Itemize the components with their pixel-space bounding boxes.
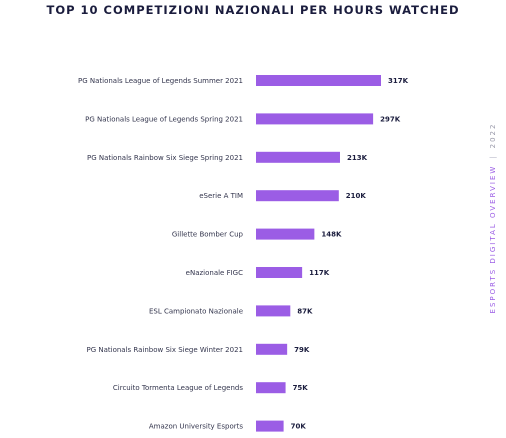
bar bbox=[256, 151, 340, 163]
value-label: 317K bbox=[388, 77, 409, 85]
bar bbox=[256, 113, 374, 125]
bar bbox=[256, 382, 286, 394]
category-label: eSerie A TIM bbox=[199, 192, 243, 200]
value-label: 87K bbox=[297, 307, 313, 315]
bar bbox=[256, 305, 291, 317]
side-label-year: 2022 bbox=[489, 122, 497, 149]
bar bbox=[256, 228, 315, 240]
value-label: 297K bbox=[380, 115, 401, 123]
side-label: ESPORTS DIGITAL OVERVIEW | 2022 bbox=[489, 123, 497, 314]
category-label: Circuito Tormenta League of Legends bbox=[113, 384, 243, 392]
bar bbox=[256, 75, 381, 86]
bar bbox=[256, 190, 339, 202]
category-label: Amazon University Esports bbox=[149, 423, 243, 431]
category-label: Gillette Bomber Cup bbox=[172, 231, 244, 239]
value-label: 75K bbox=[293, 384, 309, 392]
bar bbox=[256, 343, 288, 355]
category-label: eNazionale FIGC bbox=[186, 269, 243, 277]
category-label: PG Nationals League of Legends Summer 20… bbox=[78, 77, 243, 85]
value-label: 79K bbox=[294, 346, 310, 354]
category-label: PG Nationals Rainbow Six Siege Winter 20… bbox=[86, 346, 243, 354]
value-label: 70K bbox=[291, 423, 307, 431]
value-label: 213K bbox=[347, 154, 368, 162]
category-label: ESL Campionato Nazionale bbox=[149, 307, 243, 315]
bar bbox=[256, 267, 303, 278]
bar bbox=[256, 420, 284, 432]
value-label: 117K bbox=[309, 269, 330, 277]
value-label: 148K bbox=[321, 231, 342, 239]
chart-title: TOP 10 COMPETIZIONI NAZIONALI PER HOURS … bbox=[46, 3, 460, 17]
side-label-text: ESPORTS DIGITAL OVERVIEW bbox=[489, 164, 497, 314]
value-label: 210K bbox=[346, 192, 367, 200]
category-label: PG Nationals League of Legends Spring 20… bbox=[85, 115, 243, 123]
category-label: PG Nationals Rainbow Six Siege Spring 20… bbox=[87, 154, 243, 162]
side-label-separator: | bbox=[489, 154, 497, 159]
